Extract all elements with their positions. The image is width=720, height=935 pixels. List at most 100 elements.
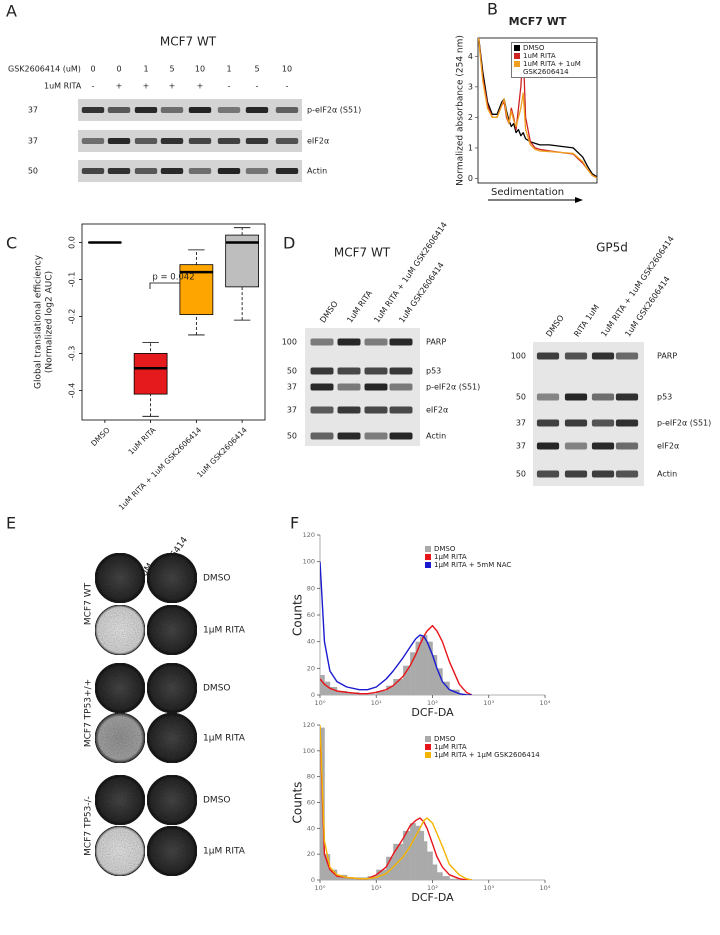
- y-tick-label: -0.1: [68, 272, 77, 288]
- histogram-bar: [415, 825, 421, 880]
- colony-dish: [146, 712, 198, 764]
- blot-band: [81, 138, 105, 144]
- colony-dish: [94, 825, 146, 877]
- blot-band: [389, 367, 413, 375]
- band-label: p53: [657, 393, 672, 402]
- blot-band: [337, 432, 361, 440]
- lane-label: RITA 1uM: [572, 303, 601, 339]
- histogram-bar: [403, 830, 411, 880]
- band-label: eIF2α: [657, 442, 679, 451]
- band-label: p-eIF2α (S51): [426, 383, 480, 392]
- blot-band: [615, 393, 639, 401]
- histogram-bar: [403, 665, 411, 695]
- blot-band: [310, 406, 334, 414]
- band-label: p-eIF2α (S51): [657, 419, 711, 428]
- legend: DMSO 1μM RITA 1μM RITA + 1μM GSK2606414: [425, 735, 545, 759]
- lane-value: -: [228, 82, 231, 91]
- blot-band: [364, 367, 388, 375]
- blot-band: [564, 352, 588, 360]
- x-tick-label: 10²: [427, 884, 438, 892]
- histogram-bar: [423, 841, 428, 880]
- marker-size: 50: [287, 432, 297, 441]
- x-tick-label: DMSO: [89, 425, 112, 448]
- y-tick-label: 0: [311, 876, 315, 884]
- y-tick-label: 80: [307, 773, 315, 781]
- y-tick-label: 2: [468, 113, 473, 122]
- histogram-bar: [336, 691, 348, 695]
- histogram-bar: [393, 679, 404, 695]
- y-tick-label: 100: [303, 558, 315, 566]
- histogram-bar: [423, 635, 428, 695]
- lane-value: +: [197, 82, 204, 91]
- legend-entry: 1μM RITA: [425, 553, 545, 561]
- y-tick-label: 120: [303, 531, 315, 539]
- row-label: 1μM RITA: [203, 734, 246, 744]
- legend-label: 1uM RITA: [523, 52, 556, 60]
- blot-title: MCF7 WT: [160, 35, 217, 49]
- histogram-bar: [386, 685, 394, 695]
- p-value: p = 0.042: [152, 273, 194, 283]
- y-axis-label: Counts: [291, 594, 305, 636]
- panel-label: B: [487, 0, 498, 19]
- y-tick-label: 60: [307, 611, 315, 619]
- colony-dish: [146, 825, 198, 877]
- histogram-bar: [436, 872, 443, 880]
- blot-band: [564, 442, 588, 450]
- histogram-bar: [367, 693, 377, 695]
- histogram-bar: [324, 854, 331, 880]
- blot-band: [615, 470, 639, 478]
- x-tick-label: 10¹: [371, 884, 382, 892]
- y-tick-label: 40: [307, 638, 315, 646]
- legend-label: 1μM RITA: [434, 743, 467, 751]
- lane-label: 1uM GSK2606414: [623, 275, 672, 339]
- marker-size: 37: [516, 442, 526, 451]
- histogram-bar: [420, 636, 425, 695]
- colony-dish: [146, 552, 198, 604]
- blot-band: [134, 107, 158, 113]
- panel-label: C: [6, 234, 17, 253]
- lane-value: 1: [143, 65, 148, 74]
- x-axis-label: DCF-DA: [411, 891, 454, 904]
- box: [133, 353, 168, 395]
- row-header: GSK2606414 (uM): [8, 65, 81, 74]
- band-label: eIF2α: [307, 137, 329, 146]
- series-line: [478, 38, 597, 178]
- histogram-bar: [427, 851, 433, 880]
- x-tick-label: 1uM RITA + 1uM GSK2606414: [117, 425, 204, 512]
- histogram-bar: [324, 681, 331, 695]
- band-label: PARP: [657, 352, 677, 361]
- marker-size: 37: [287, 406, 297, 415]
- legend-swatch: [425, 736, 431, 742]
- band-label: eIF2α: [426, 406, 448, 415]
- histogram-bar: [449, 878, 460, 880]
- series-line: [320, 624, 473, 695]
- blot-band: [107, 168, 131, 174]
- blot-band: [337, 338, 361, 346]
- blot-strip: [533, 342, 644, 486]
- blot-band: [591, 352, 615, 360]
- row-label: DMSO: [203, 574, 231, 584]
- row-label: 1μM RITA: [203, 626, 246, 636]
- legend-swatch: [425, 546, 431, 552]
- lane-value: -: [256, 82, 259, 91]
- legend-entry: 1μM RITA + 5mM NAC: [425, 561, 545, 569]
- blot-band: [160, 168, 184, 174]
- legend-entry: 1uM RITA: [514, 52, 594, 60]
- blot-band: [217, 107, 241, 113]
- blot-title: GP5d: [596, 241, 628, 255]
- blot-band: [536, 442, 560, 450]
- legend-label: DMSO: [523, 44, 545, 52]
- chart-title: MCF7 WT: [509, 15, 567, 28]
- plot-area: [320, 725, 472, 880]
- panel-label: F: [290, 514, 299, 533]
- marker-size: 50: [516, 470, 526, 479]
- legend-label: 1μM RITA + 5mM NAC: [434, 561, 512, 569]
- blot-band: [615, 352, 639, 360]
- y-axis-label: Counts: [291, 782, 305, 824]
- x-axis-label: DCF-DA: [411, 706, 454, 719]
- blot-band: [536, 352, 560, 360]
- band-label: Actin: [307, 167, 327, 176]
- lane-label: DMSO: [544, 313, 565, 338]
